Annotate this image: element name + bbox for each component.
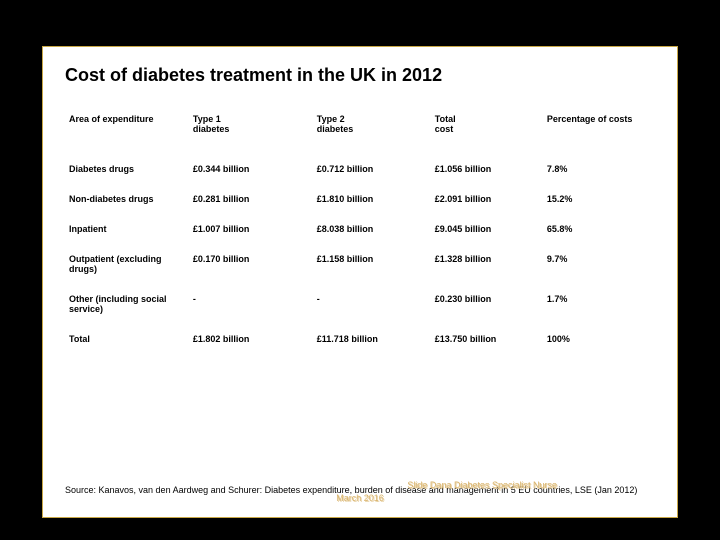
- table-cell: £0.344 billion: [189, 164, 313, 194]
- table-cell: Total: [65, 334, 189, 364]
- table-cell: £1.158 billion: [313, 254, 431, 294]
- table-cell: -: [313, 294, 431, 334]
- table-cell: 1.7%: [543, 294, 655, 334]
- table-header-row: Area of expenditure Type 1diabetes Type …: [65, 114, 655, 164]
- table-cell: 15.2%: [543, 194, 655, 224]
- table-cell: £13.750 billion: [431, 334, 543, 364]
- table-cell: £11.718 billion: [313, 334, 431, 364]
- table-cell: £0.170 billion: [189, 254, 313, 294]
- table-cell: £2.091 billion: [431, 194, 543, 224]
- table-row: Inpatient£1.007 billion£8.038 billion£9.…: [65, 224, 655, 254]
- table-row: Other (including social service)--£0.230…: [65, 294, 655, 334]
- table-cell: Non-diabetes drugs: [65, 194, 189, 224]
- col-header: Percentage of costs: [543, 114, 655, 164]
- table-cell: £8.038 billion: [313, 224, 431, 254]
- table-row: Total£1.802 billion£11.718 billion£13.75…: [65, 334, 655, 364]
- table-cell: 100%: [543, 334, 655, 364]
- col-header: Totalcost: [431, 114, 543, 164]
- slide-frame: Cost of diabetes treatment in the UK in …: [42, 46, 678, 518]
- table-cell: Outpatient (excluding drugs): [65, 254, 189, 294]
- table-cell: £0.230 billion: [431, 294, 543, 334]
- table-cell: -: [189, 294, 313, 334]
- table-cell: 9.7%: [543, 254, 655, 294]
- table-body: Diabetes drugs£0.344 billion£0.712 billi…: [65, 164, 655, 364]
- table-cell: £1.328 billion: [431, 254, 543, 294]
- table-cell: 65.8%: [543, 224, 655, 254]
- table-cell: £1.810 billion: [313, 194, 431, 224]
- table-cell: Diabetes drugs: [65, 164, 189, 194]
- col-header: Type 1diabetes: [189, 114, 313, 164]
- table-cell: Inpatient: [65, 224, 189, 254]
- table-cell: £0.281 billion: [189, 194, 313, 224]
- table-row: Non-diabetes drugs£0.281 billion£1.810 b…: [65, 194, 655, 224]
- table-cell: Other (including social service): [65, 294, 189, 334]
- col-header: Area of expenditure: [65, 114, 189, 164]
- table-row: Diabetes drugs£0.344 billion£0.712 billi…: [65, 164, 655, 194]
- table-cell: 7.8%: [543, 164, 655, 194]
- watermark-line2: March 2016: [336, 493, 384, 503]
- table-cell: £1.802 billion: [189, 334, 313, 364]
- col-header: Type 2diabetes: [313, 114, 431, 164]
- table-cell: £9.045 billion: [431, 224, 543, 254]
- table-cell: £1.056 billion: [431, 164, 543, 194]
- table-cell: £1.007 billion: [189, 224, 313, 254]
- table-cell: £0.712 billion: [313, 164, 431, 194]
- watermark-line1: Slide Dana Diabetes Specialist Nurse: [407, 480, 557, 490]
- slide-title: Cost of diabetes treatment in the UK in …: [65, 65, 655, 86]
- table-row: Outpatient (excluding drugs)£0.170 billi…: [65, 254, 655, 294]
- cost-table: Area of expenditure Type 1diabetes Type …: [65, 114, 655, 364]
